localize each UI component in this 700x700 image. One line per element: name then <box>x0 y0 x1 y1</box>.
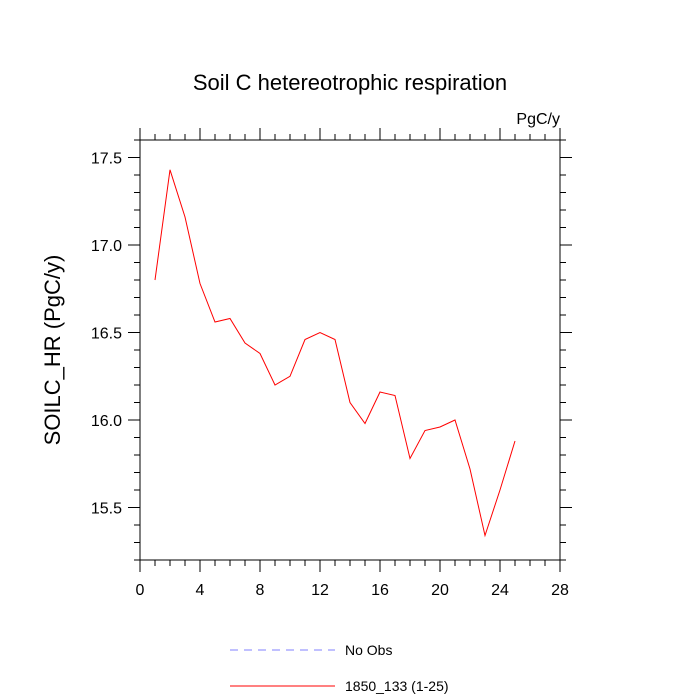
y-tick-label: 17.0 <box>91 238 122 255</box>
x-tick-label: 28 <box>551 582 569 599</box>
axes-ticks: 0 4 8 12 16 20 24 28 15.5 16.0 16.5 17.0 17.5 <box>91 128 572 599</box>
y-tick-label: 17.5 <box>91 151 122 168</box>
x-tick-label: 4 <box>196 582 205 599</box>
x-tick-label: 24 <box>491 582 509 599</box>
x-tick-label: 8 <box>256 582 265 599</box>
legend-entry-label: 1850_133 (1-25) <box>345 678 449 694</box>
plot-frame <box>139 139 561 561</box>
legend: No Obs 1850_133 (1-25) <box>230 642 449 694</box>
chart-title: Soil C hetereotrophic respiration <box>193 70 507 95</box>
y-tick-label: 16.0 <box>91 413 122 430</box>
y-axis-label: SOILC_HR (PgC/y) <box>40 255 65 446</box>
x-tick-label: 12 <box>311 582 329 599</box>
y-tick-label: 15.5 <box>91 501 122 518</box>
series-layer <box>154 169 516 538</box>
x-tick-label: 20 <box>431 582 449 599</box>
series-line <box>154 169 516 538</box>
legend-entry-label: No Obs <box>345 642 392 658</box>
x-tick-label: 16 <box>371 582 389 599</box>
units-label: PgC/y <box>516 111 560 128</box>
x-tick-label: 0 <box>136 582 145 599</box>
y-tick-label: 16.5 <box>91 326 122 343</box>
